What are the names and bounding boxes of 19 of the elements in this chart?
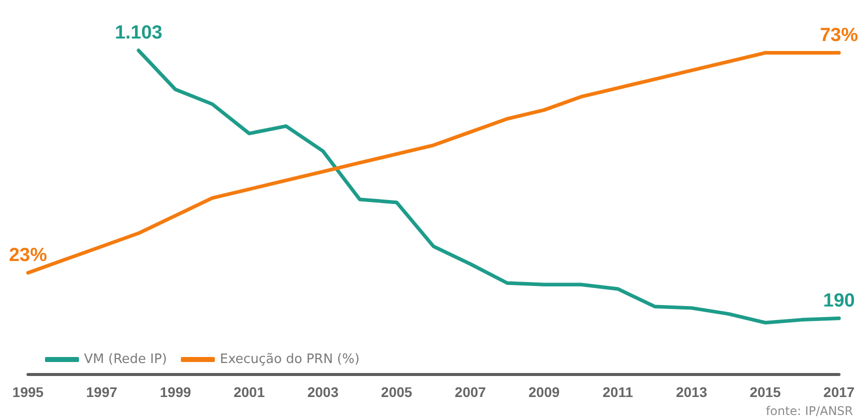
x-tick-label: 1997 (86, 384, 118, 400)
x-tick-label: 1999 (160, 384, 192, 400)
source-note: fonte: IP/ANSR (766, 404, 853, 418)
data-label: 190 (823, 290, 855, 312)
x-tick-label: 1995 (12, 384, 44, 400)
legend-label: Execução do PRN (%) (220, 352, 360, 367)
data-label: 73% (820, 24, 858, 46)
x-tick-label: 2017 (823, 384, 855, 400)
x-tick-label: 2005 (381, 384, 412, 400)
data-label: 1.103 (114, 22, 162, 44)
x-tick-label: 2003 (307, 384, 339, 400)
x-tick-label: 2009 (528, 384, 560, 400)
x-tick-label: 2007 (454, 384, 486, 400)
x-tick-label: 2011 (602, 384, 634, 400)
legend-label: VM (Rede IP) (84, 352, 167, 367)
data-label: 23% (8, 244, 48, 266)
x-tick-label: 2015 (750, 384, 782, 400)
x-tick-label: 2013 (676, 384, 708, 400)
x-tick-label: 2001 (234, 384, 265, 400)
